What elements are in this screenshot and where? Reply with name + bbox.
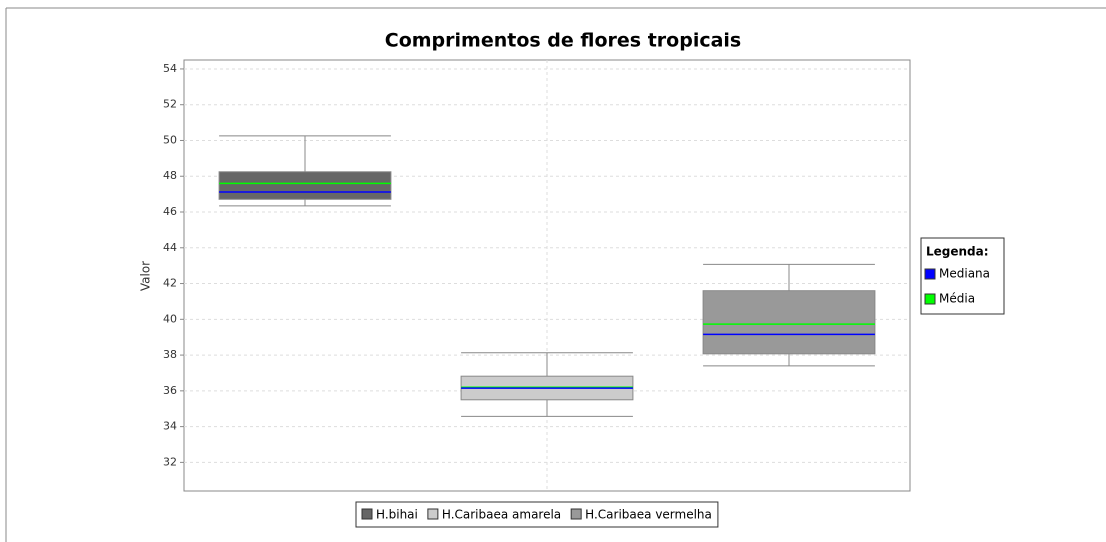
y-tick-label: 38 [163, 348, 177, 361]
y-tick-label: 44 [163, 241, 177, 254]
y-tick-label: 50 [163, 133, 177, 146]
stat-legend-swatch [924, 293, 936, 305]
legend-swatch [427, 508, 439, 520]
stat-legend-label: Média [939, 292, 975, 306]
stat-legend-title: Legenda: [926, 245, 989, 259]
legend-swatch [361, 508, 373, 520]
legend-swatch [570, 508, 582, 520]
y-tick-label: 42 [163, 277, 177, 290]
chart-title: Comprimentos de flores tropicais [385, 30, 742, 52]
stat-legend-swatch [924, 268, 936, 280]
legend-box [355, 501, 719, 528]
legend-label: H.Caribaea amarela [442, 508, 561, 522]
box [218, 171, 392, 200]
box [702, 290, 876, 355]
y-tick-label: 46 [163, 205, 177, 218]
legend-label: H.bihai [376, 508, 418, 522]
y-axis-label: Valor [139, 261, 153, 291]
y-tick-label: 34 [163, 420, 177, 433]
y-tick-label: 54 [163, 62, 177, 75]
legend-label: H.Caribaea vermelha [585, 508, 712, 522]
y-tick-label: 48 [163, 169, 177, 182]
y-tick-label: 32 [163, 455, 177, 468]
y-tick-label: 36 [163, 384, 177, 397]
stat-legend-label: Mediana [939, 267, 990, 281]
y-tick-label: 52 [163, 98, 177, 111]
y-tick-label: 40 [163, 312, 177, 325]
